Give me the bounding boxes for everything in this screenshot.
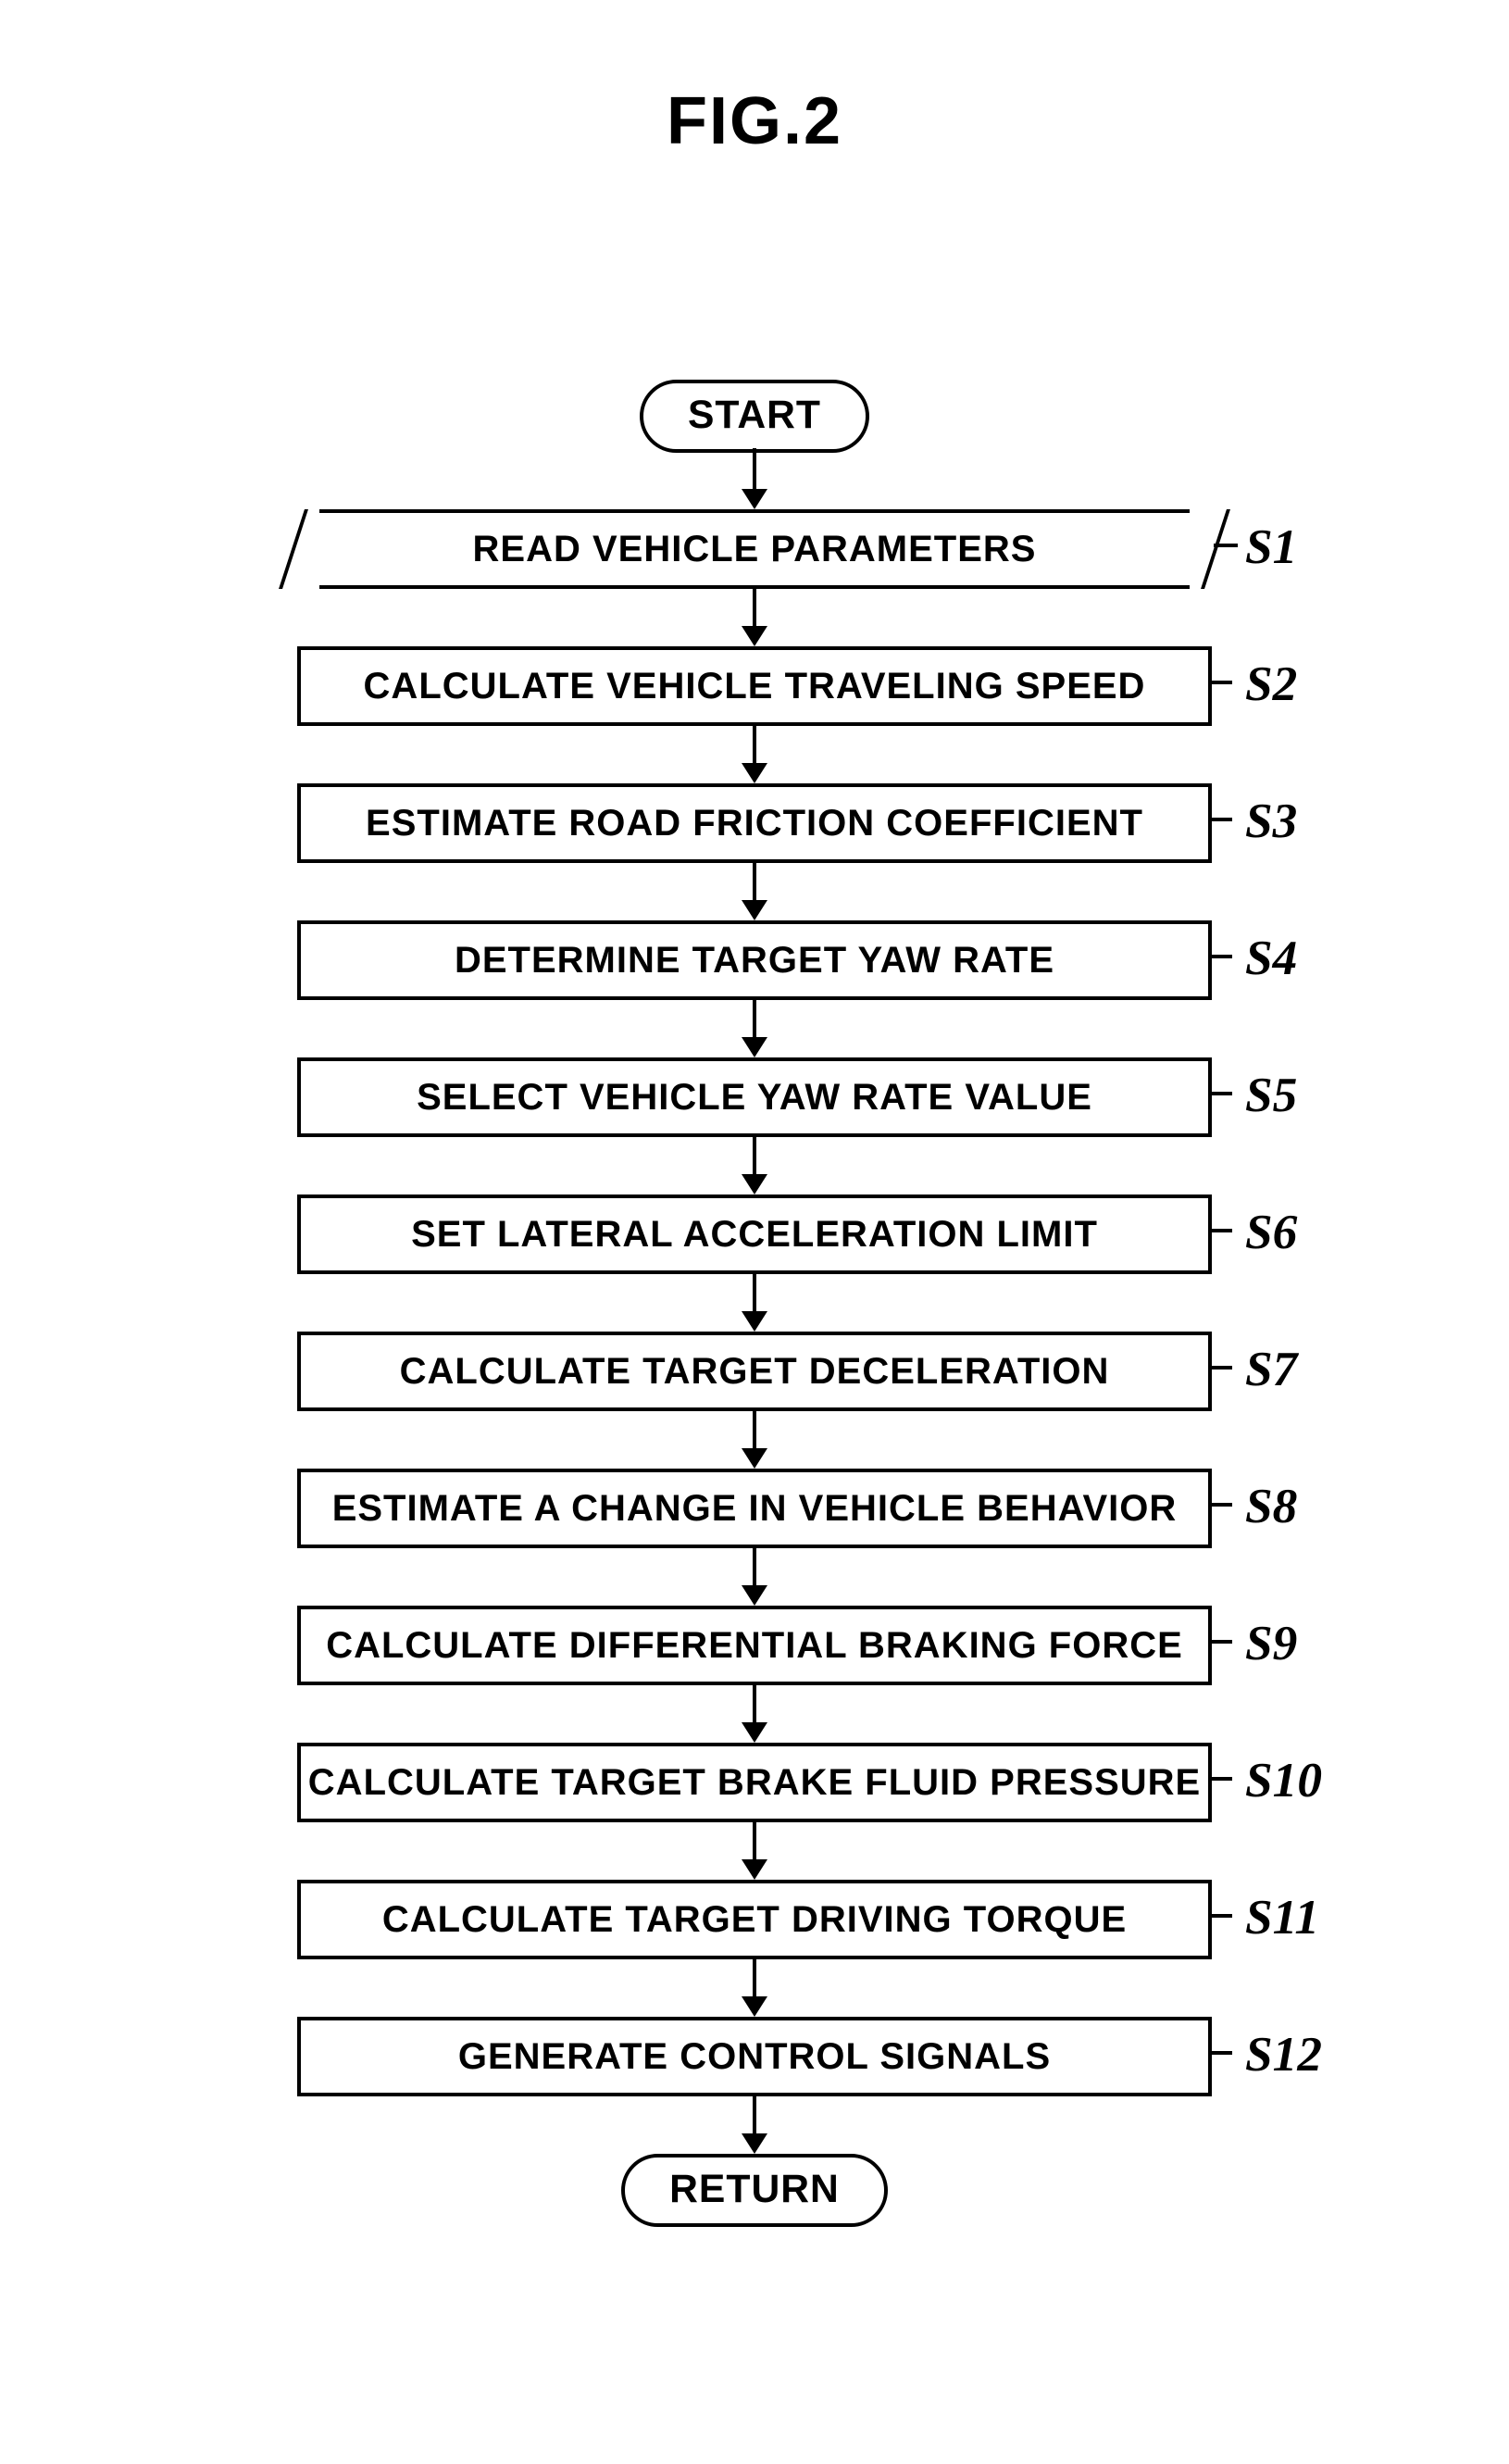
label-tick [1208,1229,1232,1232]
terminator-start-wrap: START [0,380,1509,453]
step-wrap: CALCULATE TARGET DRIVING TORQUE S11 [0,1880,1509,1952]
step-label: S10 [1245,1751,1322,1808]
flow-arrow [0,996,1509,1057]
flow-arrow [0,1545,1509,1606]
label-tick [1208,1640,1232,1644]
step-wrap: GENERATE CONTROL SIGNALS S12 [0,2017,1509,2089]
step-wrap: CALCULATE VEHICLE TRAVELING SPEED S2 [0,646,1509,719]
step-text: CALCULATE TARGET BRAKE FLUID PRESSURE [308,1762,1201,1804]
step-text: SELECT VEHICLE YAW RATE VALUE [417,1077,1092,1119]
label-tick [1208,2051,1232,2055]
flow-arrow [0,1407,1509,1469]
step-box: SELECT VEHICLE YAW RATE VALUE [297,1057,1212,1137]
step-label: S2 [1245,655,1297,712]
step-wrap: CALCULATE DIFFERENTIAL BRAKING FORCE S9 [0,1606,1509,1678]
step-label: S4 [1245,929,1297,986]
label-tick [1208,1503,1232,1507]
step-label: S8 [1245,1477,1297,1534]
step-wrap: CALCULATE TARGET BRAKE FLUID PRESSURE S10 [0,1743,1509,1815]
page: FIG.2 START READ VEHICLE PARAMETERS S1 CALC… [0,0,1509,2464]
step-wrap: DETERMINE TARGET YAW RATE S4 [0,920,1509,993]
step-box: ESTIMATE ROAD FRICTION COEFFICIENT [297,783,1212,863]
step-text: ESTIMATE ROAD FRICTION COEFFICIENT [366,803,1143,844]
flow-arrow [0,859,1509,920]
step-wrap: ESTIMATE ROAD FRICTION COEFFICIENT S3 [0,783,1509,856]
flow-arrow [0,448,1509,509]
step-box: DETERMINE TARGET YAW RATE [297,920,1212,1000]
step-wrap: SELECT VEHICLE YAW RATE VALUE S5 [0,1057,1509,1130]
step-box: SET LATERAL ACCELERATION LIMIT [297,1194,1212,1274]
step-text: CALCULATE TARGET DECELERATION [400,1351,1110,1393]
flow-arrow [0,722,1509,783]
step-text: DETERMINE TARGET YAW RATE [455,940,1054,982]
terminator-end: RETURN [621,2154,888,2227]
step-box: ESTIMATE A CHANGE IN VEHICLE BEHAVIOR [297,1469,1212,1548]
step-text: CALCULATE DIFFERENTIAL BRAKING FORCE [326,1625,1183,1667]
step-text: CALCULATE VEHICLE TRAVELING SPEED [364,666,1146,707]
step-text: CALCULATE TARGET DRIVING TORQUE [382,1899,1127,1941]
figure-title: FIG.2 [0,83,1509,159]
step-label: S7 [1245,1340,1297,1397]
flow-arrow [0,1956,1509,2017]
step-wrap: CALCULATE TARGET DECELERATION S7 [0,1332,1509,1404]
step-text: GENERATE CONTROL SIGNALS [458,2036,1051,2078]
label-tick [1208,818,1232,821]
step-label: S1 [1245,518,1297,575]
label-tick [1208,955,1232,958]
step-label: S6 [1245,1203,1297,1260]
flow-arrow [0,585,1509,646]
step-box: CALCULATE VEHICLE TRAVELING SPEED [297,646,1212,726]
label-tick [1208,1366,1232,1370]
label-tick [1208,1777,1232,1781]
step-box: CALCULATE TARGET BRAKE FLUID PRESSURE [297,1743,1212,1822]
step-box: CALCULATE TARGET DECELERATION [297,1332,1212,1411]
step-box: CALCULATE DIFFERENTIAL BRAKING FORCE [297,1606,1212,1685]
terminator-start: START [640,380,869,453]
flow-arrow [0,1133,1509,1194]
step-wrap: READ VEHICLE PARAMETERS S1 [0,509,1509,582]
step-wrap: SET LATERAL ACCELERATION LIMIT S6 [0,1194,1509,1267]
step-box: GENERATE CONTROL SIGNALS [297,2017,1212,2096]
step-box: READ VEHICLE PARAMETERS [319,509,1190,589]
label-tick [1208,1914,1232,1918]
step-label: S5 [1245,1066,1297,1123]
label-tick [1208,1092,1232,1095]
flow-arrow [0,1270,1509,1332]
terminator-end-wrap: RETURN [0,2154,1509,2227]
step-box: CALCULATE TARGET DRIVING TORQUE [297,1880,1212,1959]
step-label: S9 [1245,1614,1297,1671]
flow-arrow [0,1682,1509,1743]
step-label: S3 [1245,792,1297,849]
step-text: READ VEHICLE PARAMETERS [473,529,1037,570]
step-text: SET LATERAL ACCELERATION LIMIT [411,1214,1098,1256]
label-tick [1208,681,1232,684]
flow-arrow [0,1819,1509,1880]
step-wrap: ESTIMATE A CHANGE IN VEHICLE BEHAVIOR S8 [0,1469,1509,1541]
label-tick [1214,544,1238,547]
step-text: ESTIMATE A CHANGE IN VEHICLE BEHAVIOR [332,1488,1178,1530]
step-label: S12 [1245,2025,1322,2083]
flow-arrow [0,2093,1509,2154]
step-label: S11 [1245,1888,1319,1945]
